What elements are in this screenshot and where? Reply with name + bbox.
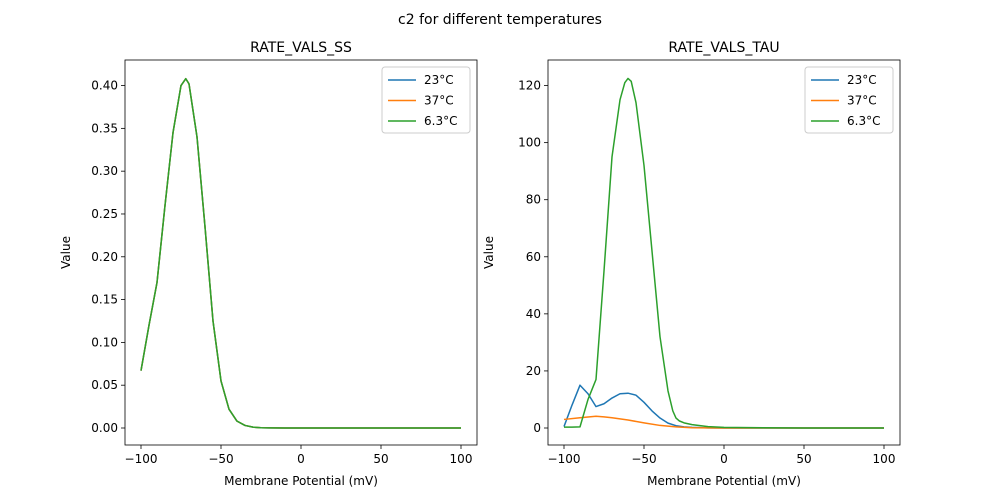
y-axis-label: Value xyxy=(482,236,496,269)
x-tick-label: −100 xyxy=(125,452,158,466)
y-tick-label: 80 xyxy=(526,193,541,207)
y-tick-label: 0.10 xyxy=(91,335,118,349)
y-tick-label: 60 xyxy=(526,250,541,264)
legend-label: 37°C xyxy=(424,94,454,108)
x-axis-label: Membrane Potential (mV) xyxy=(224,474,378,488)
chart-panel-rate-vals-tau: RATE_VALS_TAU −100 −50 0 50 100 0 20 40 60 80 100 12… xyxy=(482,40,901,488)
legend-label: 6.3°C xyxy=(847,114,880,128)
y-tick-label: 0.15 xyxy=(91,293,118,307)
legend-label: 6.3°C xyxy=(424,114,457,128)
series-line-6-3-c xyxy=(564,77,884,429)
y-tick-label: 0.00 xyxy=(91,421,118,435)
x-axis-label: Membrane Potential (mV) xyxy=(647,474,801,488)
legend-frame xyxy=(381,66,471,134)
y-tick-label: 0.25 xyxy=(91,207,118,221)
plot-title: RATE_VALS_SS xyxy=(250,40,352,56)
legend-label: 37°C xyxy=(847,94,877,108)
y-tick-label: 0.40 xyxy=(91,79,118,93)
legend: 23°C 37°C 6.3°C xyxy=(804,66,894,134)
y-tick-label: 20 xyxy=(526,364,541,378)
y-tick-label: 100 xyxy=(518,136,541,150)
x-tick-label: 0 xyxy=(297,452,305,466)
y-tick-label: 0 xyxy=(533,421,541,435)
plot-title: RATE_VALS_TAU xyxy=(668,40,779,56)
x-tick-label: 100 xyxy=(450,452,473,466)
x-tick-label: −100 xyxy=(548,452,581,466)
y-tick-label: 0.30 xyxy=(91,164,118,178)
y-tick-label: 120 xyxy=(518,79,541,93)
legend-frame xyxy=(804,66,894,134)
legend: 23°C 37°C 6.3°C xyxy=(381,66,471,134)
x-tick-label: 0 xyxy=(720,452,728,466)
y-tick-label: 0.35 xyxy=(91,121,118,135)
x-tick-label: 50 xyxy=(796,452,811,466)
figure-title: c2 for different temperatures xyxy=(398,12,602,28)
y-tick-label: 0.05 xyxy=(91,378,118,392)
y-axis-label: Value xyxy=(59,236,73,269)
x-tick-label: −50 xyxy=(631,452,656,466)
x-tick-label: 50 xyxy=(373,452,388,466)
legend-label: 23°C xyxy=(424,73,454,87)
x-tick-label: 100 xyxy=(873,452,896,466)
legend-label: 23°C xyxy=(847,73,877,87)
y-tick-label: 40 xyxy=(526,307,541,321)
chart-panel-rate-vals-ss: RATE_VALS_SS −100 −50 0 50 100 0.00 0.05 0.10 0.1… xyxy=(59,40,478,488)
x-tick-label: −50 xyxy=(208,452,233,466)
y-tick-label: 0.20 xyxy=(91,250,118,264)
series-line-6-3-c xyxy=(140,77,461,429)
